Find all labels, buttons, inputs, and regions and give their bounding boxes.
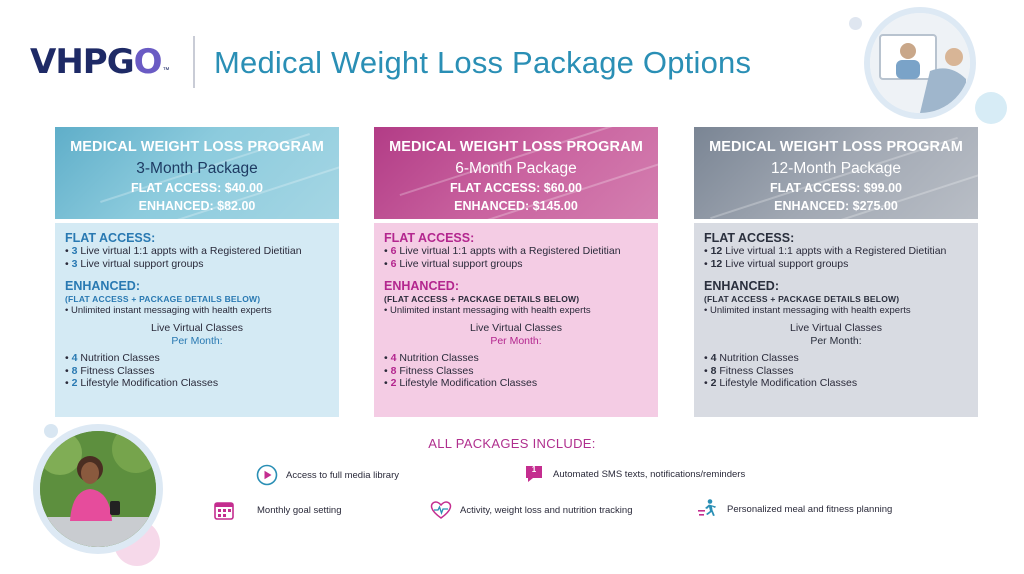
flat-access-heading: FLAT ACCESS: (704, 231, 795, 245)
flat-access-heading: FLAT ACCESS: (65, 231, 156, 245)
enhanced-subheading: (FLAT ACCESS + PACKAGE DETAILS BELOW) (65, 293, 261, 304)
package-card-6-month: MEDICAL WEIGHT LOSS PROGRAM 6-Month Pack… (374, 127, 658, 417)
classes-subheading: Per Month: (171, 334, 223, 347)
feature-media-library: Access to full media library (256, 464, 399, 486)
classes-heading: Live Virtual Classes (150, 322, 243, 335)
enhanced-heading: ENHANCED: (704, 278, 779, 293)
decor-dot (44, 424, 58, 438)
woman-with-phone-photo (33, 424, 163, 554)
list-item: • 12 Live virtual support groups (704, 257, 849, 270)
enhanced-price: ENHANCED: $82.00 (138, 199, 256, 213)
package-duration: 3-Month Package (136, 160, 258, 177)
feature-label: Access to full media library (286, 469, 399, 481)
program-title: MEDICAL WEIGHT LOSS PROGRAM (709, 139, 963, 155)
list-item: • 8 Fitness Classes (65, 364, 155, 377)
package-card-header: MEDICAL WEIGHT LOSS PROGRAM 12-Month Pac… (694, 127, 978, 219)
logo-accent-text: O (133, 42, 163, 82)
enhanced-subheading: (FLAT ACCESS + PACKAGE DETAILS BELOW) (704, 293, 900, 304)
enhanced-note: • Unlimited instant messaging with healt… (65, 305, 272, 317)
enhanced-price: ENHANCED: $275.00 (774, 199, 898, 213)
feature-goal-setting: Monthly goal setting (213, 499, 342, 521)
doctor-video-call-image (870, 13, 970, 113)
package-card-header: MEDICAL WEIGHT LOSS PROGRAM 3-Month Pack… (55, 127, 339, 219)
list-item: • 4 Nutrition Classes (704, 351, 799, 364)
vhpgo-logo[interactable]: VHPG O ™ (30, 42, 170, 82)
feature-label: Personalized meal and fitness planning (727, 503, 893, 515)
classes-subheading: Per Month: (490, 334, 542, 347)
feature-sms: 1 Automated SMS texts, notifications/rem… (523, 463, 745, 485)
flat-access-price: FLAT ACCESS: $60.00 (450, 181, 582, 195)
sms-icon: 1 (523, 463, 545, 485)
classes-heading: Live Virtual Classes (469, 322, 562, 335)
package-card-3-month: MEDICAL WEIGHT LOSS PROGRAM 3-Month Pack… (55, 127, 339, 417)
list-item: • 6 Live virtual 1:1 appts with a Regist… (384, 245, 621, 257)
heart-pulse-icon (430, 499, 452, 521)
calendar-icon (213, 499, 235, 521)
play-icon (256, 464, 278, 486)
decor-dot (849, 17, 862, 30)
package-card-12-month: MEDICAL WEIGHT LOSS PROGRAM 12-Month Pac… (694, 127, 978, 417)
logo-main-text: VHPG (30, 42, 135, 82)
flat-access-price: FLAT ACCESS: $40.00 (131, 181, 263, 195)
sms-badge: 1 (531, 465, 537, 474)
package-card-header: MEDICAL WEIGHT LOSS PROGRAM 6-Month Pack… (374, 127, 658, 219)
page-title: Medical Weight Loss Package Options (214, 45, 752, 80)
list-item: • 8 Fitness Classes (384, 364, 474, 377)
enhanced-note: • Unlimited instant messaging with healt… (704, 305, 911, 317)
enhanced-heading: ENHANCED: (384, 278, 459, 293)
runner-icon (697, 498, 719, 520)
logo-trademark: ™ (162, 67, 170, 74)
list-item: • 4 Nutrition Classes (65, 351, 160, 364)
woman-with-phone-image (40, 431, 156, 547)
enhanced-subheading: (FLAT ACCESS + PACKAGE DETAILS BELOW) (384, 293, 580, 304)
flat-access-heading: FLAT ACCESS: (384, 231, 475, 245)
classes-subheading: Per Month: (810, 334, 862, 347)
list-item: • 2 Lifestyle Modification Classes (384, 377, 538, 390)
list-item: • 4 Nutrition Classes (384, 351, 479, 364)
program-title: MEDICAL WEIGHT LOSS PROGRAM (389, 139, 643, 155)
list-item: • 3 Live virtual 1:1 appts with a Regist… (65, 245, 302, 257)
feature-planning: Personalized meal and fitness planning (697, 498, 892, 520)
package-card-body: FLAT ACCESS: • 12 Live virtual 1:1 appts… (694, 223, 978, 417)
flat-access-price: FLAT ACCESS: $99.00 (770, 181, 902, 195)
list-item: • 2 Lifestyle Modification Classes (704, 377, 858, 390)
decor-dot (975, 92, 1007, 124)
package-duration: 6-Month Package (455, 160, 577, 177)
feature-label: Automated SMS texts, notifications/remin… (553, 468, 746, 480)
feature-label: Activity, weight loss and nutrition trac… (460, 504, 633, 516)
list-item: • 12 Live virtual 1:1 appts with a Regis… (704, 245, 947, 257)
classes-heading: Live Virtual Classes (789, 322, 882, 335)
enhanced-note: • Unlimited instant messaging with healt… (384, 305, 591, 317)
enhanced-price: ENHANCED: $145.00 (454, 199, 578, 213)
program-title: MEDICAL WEIGHT LOSS PROGRAM (70, 139, 324, 155)
package-card-body: FLAT ACCESS: • 3 Live virtual 1:1 appts … (55, 223, 339, 417)
enhanced-heading: ENHANCED: (65, 278, 140, 293)
doctor-video-call-photo (864, 7, 976, 119)
list-item: • 6 Live virtual support groups (384, 257, 523, 270)
package-duration: 12-Month Package (770, 160, 902, 177)
feature-tracking: Activity, weight loss and nutrition trac… (430, 499, 632, 521)
list-item: • 2 Lifestyle Modification Classes (65, 377, 219, 390)
feature-label: Monthly goal setting (257, 504, 342, 516)
header-divider (193, 36, 195, 88)
list-item: • 8 Fitness Classes (704, 364, 794, 377)
list-item: • 3 Live virtual support groups (65, 257, 204, 270)
package-card-body: FLAT ACCESS: • 6 Live virtual 1:1 appts … (374, 223, 658, 417)
all-packages-include-heading: ALL PACKAGES INCLUDE: (428, 436, 596, 451)
